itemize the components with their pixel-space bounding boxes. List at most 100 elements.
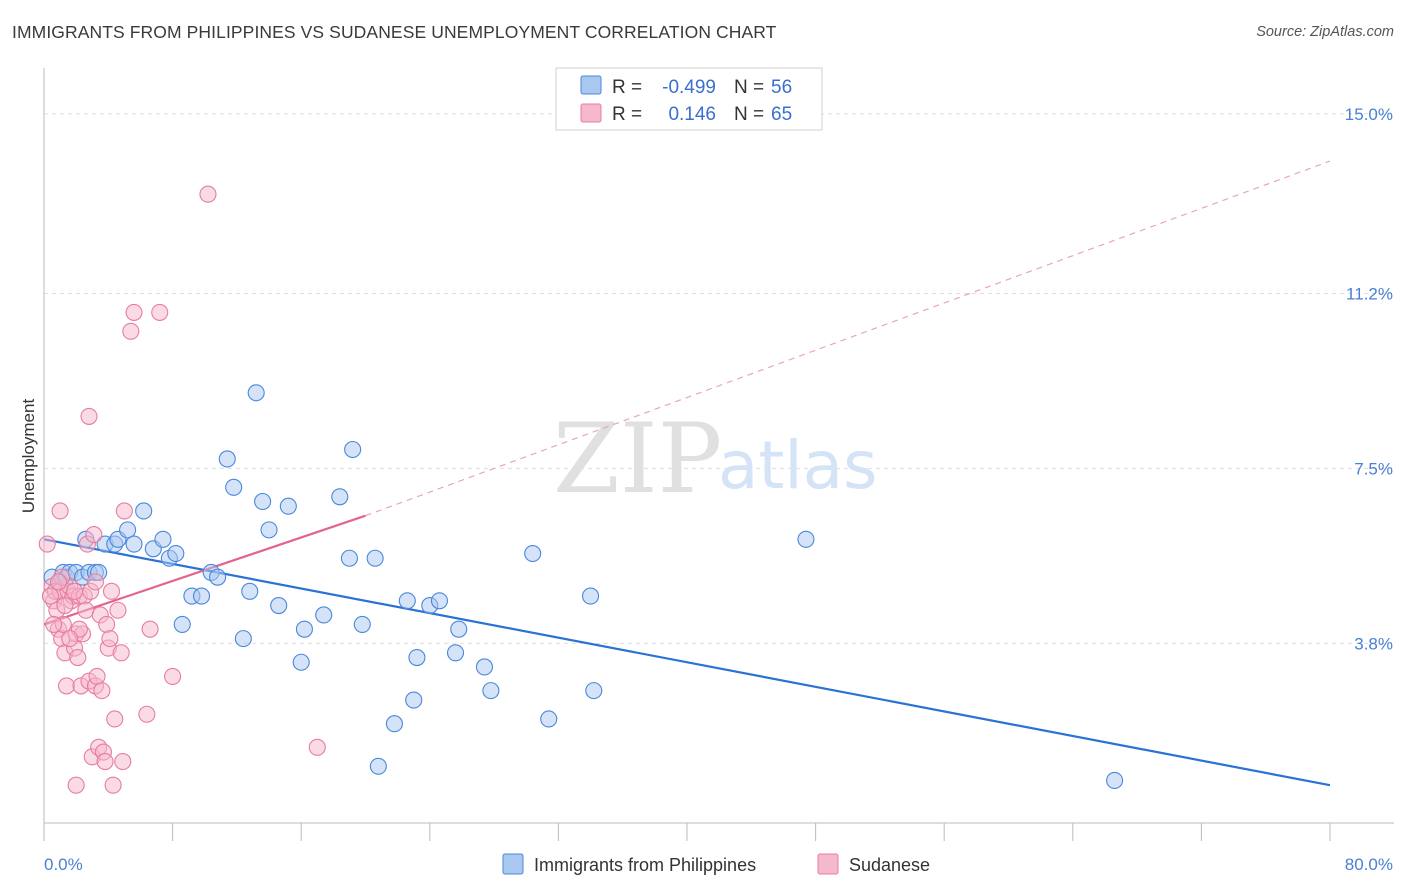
bottom-legend-label-philippines: Immigrants from Philippines	[534, 855, 756, 875]
point-sudanese-53	[199, 185, 217, 203]
point-sudanese-35	[96, 752, 114, 771]
point-sudanese-30	[88, 667, 106, 685]
point-philippines-23	[192, 587, 211, 605]
legend-n-label-sudanese: N =	[734, 104, 764, 125]
point-philippines-47	[408, 648, 426, 667]
point-philippines-16	[135, 502, 153, 520]
point-philippines-39	[340, 549, 358, 567]
legend-r-value-sudanese: 0.146	[668, 104, 716, 125]
watermark: ZIP atlas	[553, 403, 878, 515]
point-philippines-51	[450, 620, 468, 638]
x-tick-labels: 0.0% 80.0%	[44, 855, 1393, 874]
point-philippines-50	[446, 644, 465, 662]
point-philippines-55	[540, 710, 558, 728]
y-tick-label-1: 7.5%	[1354, 459, 1393, 478]
point-sudanese-49	[141, 620, 159, 638]
point-sudanese-61	[80, 407, 98, 425]
legend-r-label-philippines: R =	[612, 77, 642, 98]
data-points	[38, 185, 1124, 794]
y-tick-label-0: 3.8%	[1354, 634, 1393, 653]
point-philippines-31	[254, 492, 272, 511]
point-sudanese-50	[67, 776, 85, 794]
point-sudanese-62	[86, 573, 104, 591]
point-sudanese-23	[77, 601, 95, 619]
point-philippines-52	[475, 658, 494, 676]
point-sudanese-42	[109, 601, 127, 619]
point-philippines-42	[366, 549, 384, 567]
point-philippines-15	[125, 535, 143, 553]
point-philippines-57	[585, 682, 603, 700]
point-philippines-20	[167, 544, 185, 563]
point-philippines-33	[270, 596, 288, 615]
legend-swatch-sudanese	[580, 103, 602, 123]
point-philippines-38	[331, 488, 349, 506]
point-philippines-34	[279, 497, 297, 515]
y-tick-labels: 3.8% 7.5% 11.2% 15.0%	[1345, 105, 1393, 654]
correlation-legend: R = -0.499 N = 56 R = 0.146 N = 65	[555, 67, 823, 131]
bottom-legend-label-sudanese: Sudanese	[849, 855, 930, 875]
point-philippines-36	[295, 620, 313, 638]
point-philippines-21	[173, 615, 191, 633]
point-philippines-45	[398, 592, 416, 610]
point-sudanese-7	[51, 502, 69, 520]
point-philippines-43	[369, 757, 387, 775]
point-philippines-40	[344, 440, 362, 459]
legend-n-value-philippines: 56	[771, 77, 792, 98]
point-sudanese-51	[151, 303, 169, 321]
watermark-zip: ZIP	[553, 403, 722, 515]
point-philippines-46	[405, 691, 423, 709]
legend-swatch-philippines	[580, 75, 602, 95]
point-sudanese-56	[45, 615, 63, 633]
point-philippines-18	[154, 530, 172, 548]
axes	[43, 68, 1394, 841]
point-philippines-32	[260, 521, 278, 539]
point-sudanese-59	[65, 582, 84, 600]
point-sudanese-54	[308, 738, 326, 756]
point-sudanese-52	[164, 667, 182, 685]
point-sudanese-44	[114, 752, 132, 771]
point-sudanese-58	[56, 596, 74, 615]
point-sudanese-40	[104, 776, 122, 794]
point-philippines-30	[247, 384, 265, 402]
point-philippines-37	[315, 606, 333, 624]
point-sudanese-63	[49, 573, 68, 591]
point-sudanese-55	[41, 587, 59, 605]
point-philippines-14	[119, 521, 137, 539]
chart-title: IMMIGRANTS FROM PHILIPPINES VS SUDANESE …	[12, 22, 777, 42]
point-philippines-28	[234, 630, 252, 648]
point-philippines-26	[218, 450, 236, 468]
point-sudanese-45	[115, 502, 133, 520]
legend-r-value-philippines: -0.499	[662, 77, 716, 98]
x-tick-label-max: 80.0%	[1345, 855, 1393, 874]
point-sudanese-41	[106, 710, 124, 728]
point-sudanese-36	[98, 615, 116, 633]
point-philippines-53	[482, 682, 500, 700]
legend-r-label-sudanese: R =	[612, 104, 642, 125]
point-philippines-56	[581, 587, 600, 605]
point-sudanese-28	[85, 526, 103, 544]
source-label: Source: ZipAtlas.com	[1256, 24, 1394, 40]
watermark-atlas: atlas	[718, 427, 878, 504]
bottom-legend-swatch-philippines	[502, 853, 524, 875]
point-sudanese-11	[57, 677, 76, 695]
legend-n-label-philippines: N =	[734, 77, 764, 98]
y-tick-label-3: 15.0%	[1345, 105, 1393, 124]
point-sudanese-39	[102, 582, 121, 600]
point-philippines-41	[353, 615, 371, 633]
point-philippines-58	[797, 530, 815, 548]
point-sudanese-0	[38, 535, 56, 553]
point-philippines-29	[241, 582, 259, 600]
point-sudanese-43	[112, 644, 130, 662]
x-tick-label-min: 0.0%	[44, 855, 83, 874]
point-sudanese-33	[93, 682, 111, 700]
point-sudanese-48	[138, 705, 156, 723]
point-philippines-35	[292, 653, 310, 671]
point-sudanese-46	[122, 322, 140, 340]
point-philippines-27	[225, 478, 243, 496]
y-axis-label: Unemployment	[19, 399, 38, 514]
point-philippines-49	[430, 592, 448, 610]
point-sudanese-64	[61, 630, 79, 648]
point-philippines-25	[209, 568, 227, 586]
point-philippines-59	[1106, 771, 1124, 789]
